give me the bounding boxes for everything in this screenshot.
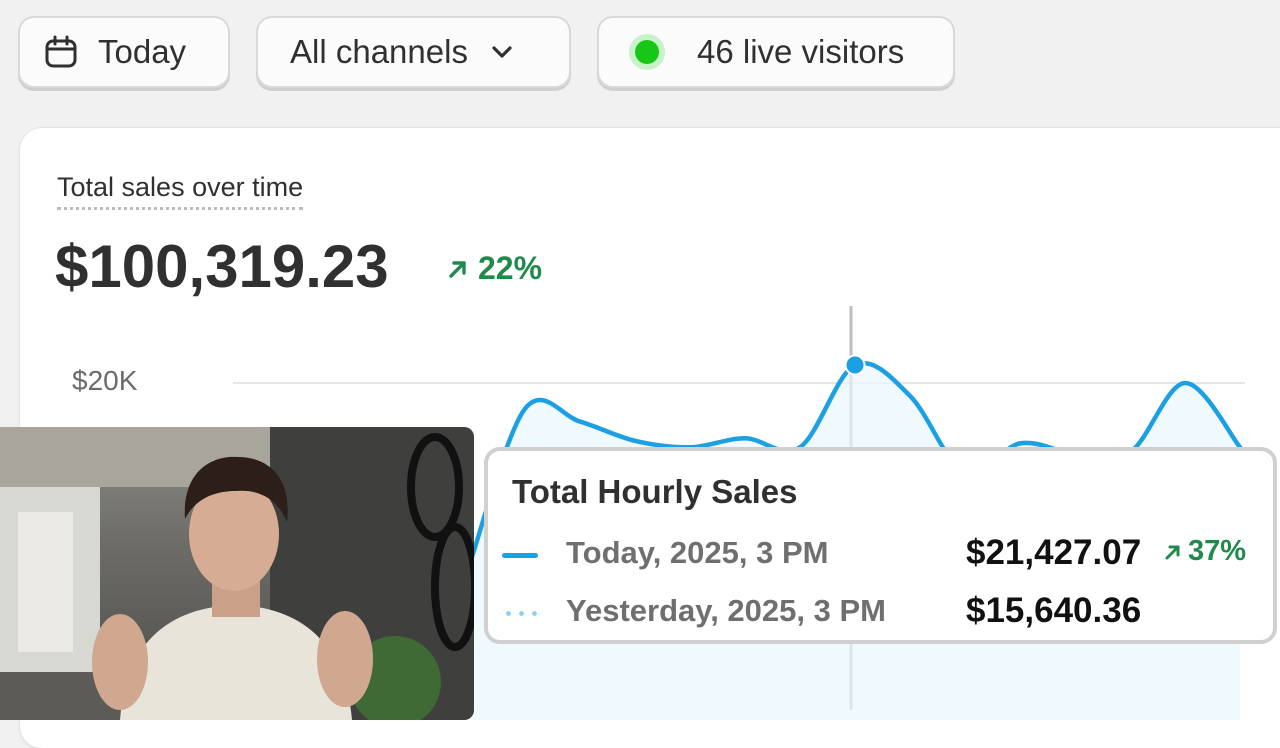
today-value: $21,427.07 bbox=[966, 533, 1142, 572]
arrow-up-right-icon bbox=[449, 260, 466, 278]
live-status-dot bbox=[635, 40, 659, 64]
channels-filter-button[interactable]: All channels bbox=[256, 16, 571, 88]
yesterday-value: $15,640.36 bbox=[966, 591, 1142, 630]
total-change-badge: 22% bbox=[446, 250, 542, 287]
live-visitors-button[interactable]: 46 live visitors bbox=[597, 16, 955, 88]
live-visitors-label: 46 live visitors bbox=[697, 33, 905, 70]
highlight-point[interactable] bbox=[844, 354, 866, 376]
tooltip-title: Total Hourly Sales bbox=[512, 473, 798, 510]
today-change-value: 37% bbox=[1188, 535, 1247, 567]
arrow-up-right-icon bbox=[1165, 545, 1180, 559]
yesterday-label: Yesterday, 2025, 3 PM bbox=[566, 593, 886, 628]
total-sales-value: $100,319.23 bbox=[55, 233, 389, 300]
card-title[interactable]: Total sales over time bbox=[57, 172, 304, 210]
today-series-swatch bbox=[502, 553, 538, 558]
today-label: Today, 2025, 3 PM bbox=[566, 535, 829, 570]
date-filter-button[interactable]: Today bbox=[18, 16, 230, 88]
yesterday-series-swatch bbox=[502, 611, 542, 616]
tooltip-row-yesterday: Yesterday, 2025, 3 PM $15,640.36 bbox=[488, 589, 1273, 639]
today-change-badge: 37% bbox=[1164, 535, 1246, 568]
date-filter-label: Today bbox=[98, 33, 187, 70]
channels-filter-label: All channels bbox=[290, 33, 468, 70]
y-axis-tick-20k: $20K bbox=[72, 365, 138, 396]
calendar-icon bbox=[45, 35, 77, 68]
webcam-illustration bbox=[0, 427, 474, 720]
chevron-down-icon bbox=[492, 46, 512, 58]
presenter-webcam bbox=[0, 427, 474, 720]
tooltip-row-today: Today, 2025, 3 PM $21,427.07 37% bbox=[488, 531, 1273, 581]
hourly-sales-tooltip: Total Hourly Sales Today, 2025, 3 PM $21… bbox=[484, 447, 1277, 644]
total-change-value: 22% bbox=[478, 250, 543, 286]
